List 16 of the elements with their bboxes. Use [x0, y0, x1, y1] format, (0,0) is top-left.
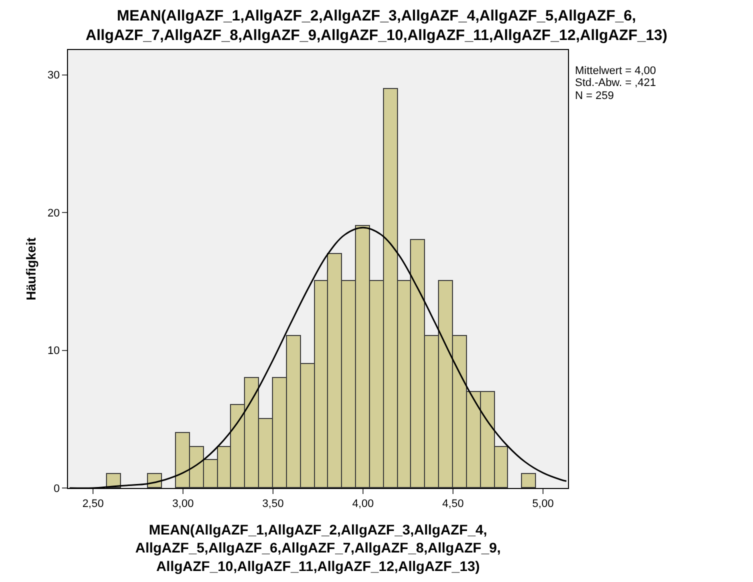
y-tick-label: 10 — [48, 345, 60, 358]
x-tick-label: 2,50 — [82, 498, 104, 510]
y-tick-label: 0 — [54, 482, 60, 495]
y-tick-label: 30 — [48, 70, 60, 82]
x-tick-label: 3,00 — [172, 498, 194, 510]
y-tick-label: 20 — [48, 207, 60, 220]
chart-title: MEAN(AllgAZF_1,AllgAZF_2,AllgAZF_3,AllgAZF_4,AllgAZF_5,AllgAZF_6, AllgAZF_7,AllgAZF_8,AllgAZF_9,AllgAZF_10,AllgAZF_11,AllgAZF_12,AllgAZF_13) — [86, 7, 668, 44]
text: Mittelwert = 4,00 — [575, 65, 656, 77]
x-axis-title: MEAN(AllgAZF_1,AllgAZF_2,AllgAZF_3,AllgAZF_4, AllgAZF_5,AllgAZF_6,AllgAZF_7,AllgAZF_8,AllgAZF_9, AllgAZF_10,AllgAZF_11,AllgAZF_12,AllgAZF_13) — [135, 522, 501, 574]
x-tick-label: 4,50 — [442, 498, 464, 510]
text: N = 259 — [575, 90, 614, 102]
x-tick-label: 5,00 — [532, 498, 554, 510]
x-tick-label: 4,00 — [352, 498, 374, 510]
x-tick-label: 3,50 — [262, 498, 284, 510]
y-axis-title: Häufigkeit — [24, 236, 38, 300]
text: Std.-Abw. = ,421 — [575, 77, 656, 89]
